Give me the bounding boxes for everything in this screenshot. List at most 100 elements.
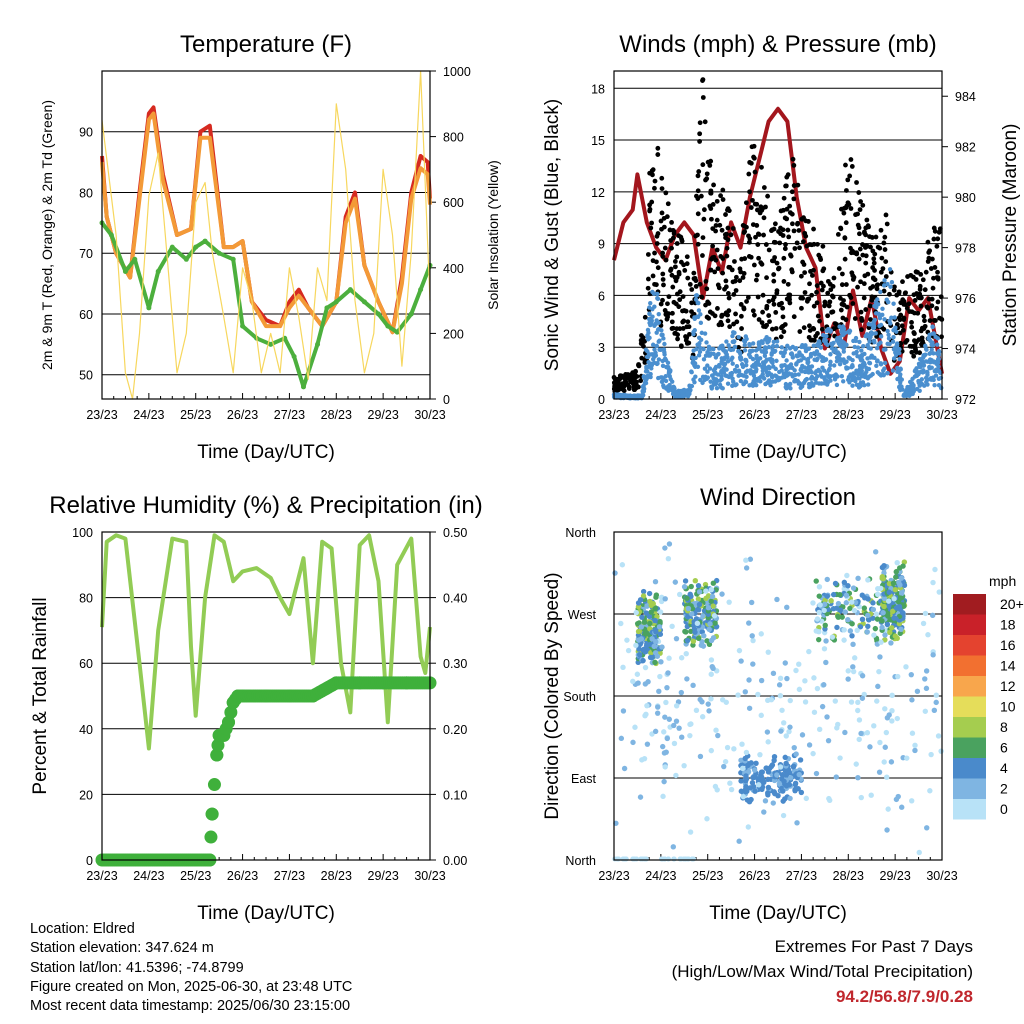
direction-point [882, 706, 888, 712]
wind-point [877, 323, 882, 329]
gust-point [684, 324, 690, 330]
direction-point [892, 586, 899, 593]
legend-label: 18 [1000, 617, 1016, 633]
direction-point [630, 739, 636, 746]
x-tick-label: 27/23 [786, 869, 817, 883]
wind-point [837, 361, 843, 367]
direction-point [671, 722, 677, 729]
gust-point [926, 250, 932, 255]
wind-point [888, 284, 893, 289]
wind-point [730, 347, 736, 352]
gust-point [728, 232, 734, 238]
y2-tick-label: 1000 [443, 65, 471, 79]
wind-point [861, 344, 866, 349]
wind-point [640, 393, 646, 398]
wind-point [718, 378, 723, 383]
direction-point [691, 856, 697, 862]
direction-point [738, 778, 744, 784]
wind-point [874, 346, 880, 351]
gust-point [784, 206, 790, 212]
direction-point [786, 728, 792, 735]
direction-point [624, 637, 630, 643]
gust-point [900, 327, 906, 333]
gust-point [931, 236, 937, 242]
gust-point [931, 225, 937, 231]
legend-swatch [953, 758, 986, 779]
dewpoint-point [291, 353, 297, 359]
direction-point [778, 728, 784, 734]
wind-point [662, 356, 668, 361]
gust-point [850, 273, 856, 278]
gust-point [754, 223, 760, 228]
direction-point [693, 707, 700, 714]
direction-point [821, 646, 828, 652]
gust-point [719, 322, 725, 328]
gust-point [844, 188, 849, 193]
x-tick-label: 23/23 [598, 869, 629, 883]
direction-point [883, 729, 890, 736]
gust-point [874, 282, 880, 288]
dewpoint-point [202, 238, 208, 244]
x-tick-label: 25/23 [692, 869, 723, 883]
gust-point [832, 321, 838, 327]
wind-point [653, 353, 659, 358]
direction-point [819, 703, 826, 710]
wind-point [834, 338, 840, 343]
wind-point [860, 380, 866, 385]
wind-point [819, 374, 824, 379]
wind-point [684, 391, 690, 397]
x-axis-label: Time (Day/UTC) [709, 442, 847, 463]
direction-point [842, 729, 848, 736]
wind-point [783, 381, 789, 387]
gust-point [767, 319, 772, 324]
gust-point [820, 243, 826, 249]
gust-point [935, 269, 940, 275]
direction-point [758, 631, 764, 637]
wind-point [853, 335, 859, 341]
wind-point [676, 394, 681, 400]
wind-point [870, 355, 875, 360]
y2-tick-label: 984 [955, 90, 976, 104]
wind-point [658, 347, 663, 352]
direction-point [659, 644, 665, 650]
wind-point [642, 380, 648, 386]
direction-point [666, 655, 672, 661]
wind-point [898, 367, 903, 372]
gust-point [858, 309, 864, 315]
gust-point [867, 234, 872, 239]
gust-point [755, 294, 761, 300]
wind-point [921, 368, 926, 373]
direction-point [738, 658, 744, 664]
direction-point [823, 659, 829, 666]
wind-point [904, 393, 909, 399]
direction-point [895, 673, 901, 680]
gust-point [820, 268, 826, 274]
direction-point [787, 697, 793, 704]
wind-point [785, 366, 790, 372]
gust-point [739, 326, 744, 331]
legend-label: 20+ [1000, 596, 1024, 612]
wind-point [774, 343, 780, 349]
solar-line [101, 70, 431, 400]
gust-point [777, 240, 783, 246]
x-tick-label: 23/23 [86, 869, 117, 883]
gust-point [733, 311, 738, 317]
gust-point [897, 330, 903, 336]
direction-point [790, 764, 797, 770]
x-tick-label: 30/23 [926, 408, 957, 422]
direction-point [872, 549, 879, 555]
gust-point [826, 303, 832, 309]
x-tick-label: 24/23 [645, 408, 676, 422]
direction-point [813, 578, 819, 584]
gust-point [906, 301, 912, 307]
chart-title: Winds (mph) & Pressure (mb) [619, 31, 936, 58]
direction-point [673, 772, 679, 779]
direction-point [704, 816, 710, 822]
direction-point [853, 761, 859, 767]
direction-point [865, 577, 871, 583]
gust-point [720, 187, 726, 193]
x-tick-label: 24/23 [645, 869, 676, 883]
gust-point [771, 226, 777, 232]
wind-point [657, 338, 662, 343]
gust-point [865, 271, 871, 277]
